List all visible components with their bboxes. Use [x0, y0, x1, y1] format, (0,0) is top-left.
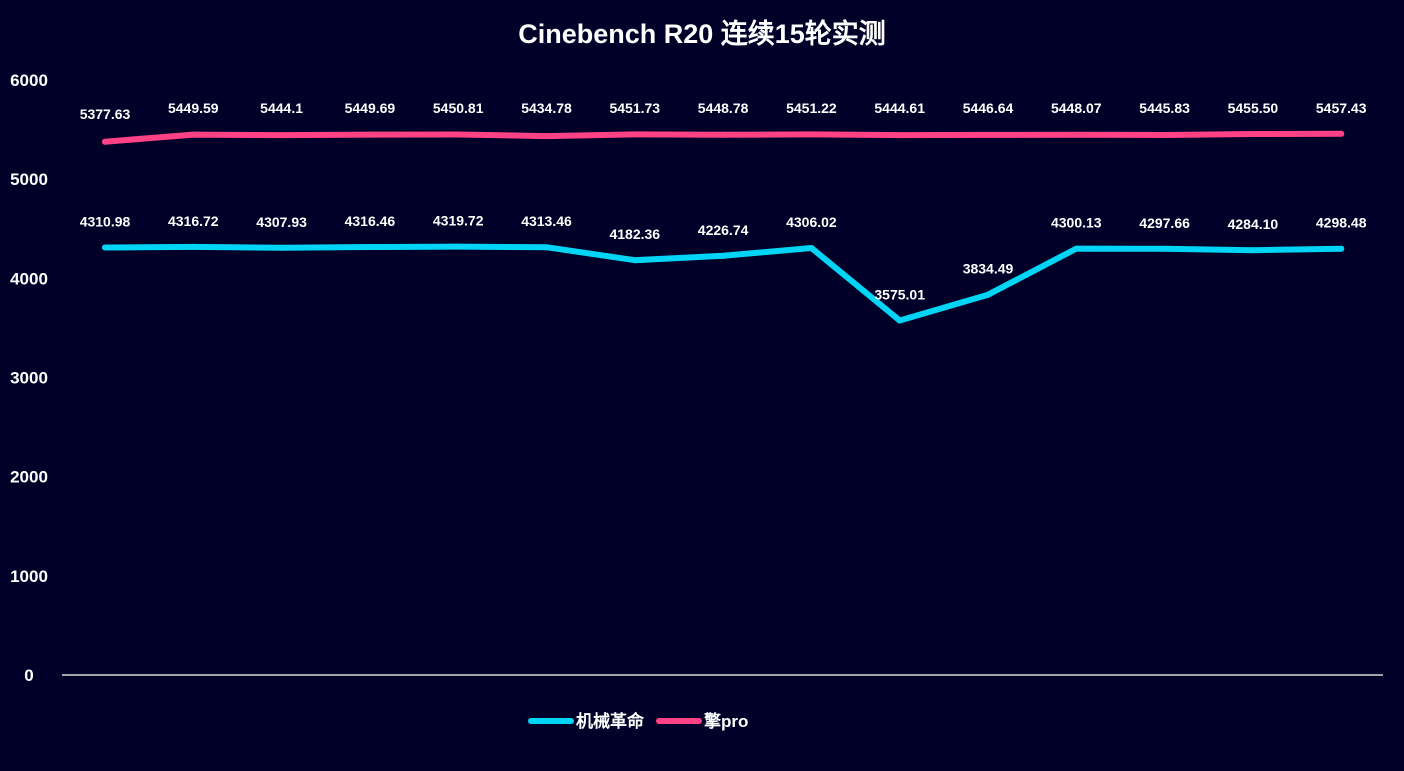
data-point [1338, 130, 1345, 137]
data-point [455, 243, 462, 250]
data-label: 5450.81 [433, 100, 484, 116]
data-point [1338, 245, 1345, 252]
legend-item: 擎pro [656, 711, 748, 731]
data-label: 4297.66 [1139, 215, 1190, 231]
data-label: 5449.69 [345, 100, 396, 116]
data-point [543, 244, 550, 251]
data-point [1249, 130, 1256, 137]
data-label: 4316.72 [168, 213, 219, 229]
data-point [1161, 131, 1168, 138]
data-point [985, 291, 991, 298]
data-point [190, 131, 197, 138]
data-point [278, 132, 285, 139]
data-label: 4316.46 [345, 213, 396, 229]
data-point [102, 244, 108, 251]
data-label: 5455.50 [1228, 100, 1279, 116]
data-label: 5451.22 [786, 100, 837, 116]
chart-title: Cinebench R20 连续15轮实测 [518, 18, 886, 49]
data-point [985, 131, 991, 138]
data-label: 4298.48 [1316, 215, 1367, 231]
data-point [808, 131, 815, 138]
y-tick-label: 6000 [10, 71, 48, 90]
data-label: 5446.64 [963, 100, 1014, 116]
data-label: 4226.74 [698, 222, 749, 238]
series-layer [102, 130, 1345, 324]
data-label: 5434.78 [521, 100, 572, 116]
data-point [455, 131, 462, 138]
y-axis: 0 1000 2000 3000 4000 5000 6000 [10, 71, 48, 685]
data-labels: 4310.98 4316.72 4307.93 4316.46 4319.72 4313.… [80, 100, 1367, 302]
legend-label: 机械革命 [576, 711, 645, 731]
data-point [366, 131, 373, 138]
data-point [631, 257, 638, 264]
data-point [631, 131, 638, 138]
data-label: 4307.93 [256, 214, 307, 230]
data-label: 5377.63 [80, 106, 131, 122]
data-point [1161, 245, 1168, 252]
data-point [366, 243, 373, 250]
y-tick-label: 3000 [10, 369, 48, 388]
data-point [278, 244, 285, 251]
data-label: 4319.72 [433, 213, 484, 229]
data-point [896, 317, 903, 324]
data-point [896, 132, 903, 139]
y-tick-label: 4000 [10, 269, 48, 288]
data-label: 4310.98 [80, 213, 131, 229]
data-point [543, 133, 550, 140]
data-point [190, 243, 197, 250]
data-label: 5451.73 [609, 100, 660, 116]
data-point [1073, 131, 1080, 138]
data-label: 5457.43 [1316, 100, 1367, 116]
data-label: 5448.78 [698, 100, 749, 116]
y-tick-label: 5000 [10, 170, 48, 189]
data-label: 4182.36 [609, 226, 660, 242]
data-label: 5449.59 [168, 100, 219, 116]
data-label: 5444.1 [260, 100, 303, 116]
data-point [102, 138, 108, 145]
legend-label: 擎pro [704, 711, 748, 731]
data-label: 5445.83 [1139, 100, 1190, 116]
legend-item: 机械革命 [528, 711, 645, 731]
data-label: 4284.10 [1228, 216, 1279, 232]
legend: 机械革命 擎pro [528, 711, 748, 731]
data-label: 5444.61 [874, 100, 925, 116]
data-point [720, 131, 727, 138]
data-label: 4313.46 [521, 213, 572, 229]
y-tick-label: 0 [24, 666, 33, 685]
y-tick-label: 1000 [10, 567, 48, 586]
data-point [1249, 247, 1256, 254]
y-tick-label: 2000 [10, 468, 48, 487]
data-label: 3575.01 [874, 286, 925, 302]
data-label: 4306.02 [786, 214, 837, 230]
data-label: 5448.07 [1051, 100, 1102, 116]
data-point [720, 252, 727, 259]
data-label: 4300.13 [1051, 215, 1102, 231]
data-point [1073, 245, 1080, 252]
data-point [808, 244, 815, 251]
data-label: 3834.49 [963, 261, 1014, 277]
